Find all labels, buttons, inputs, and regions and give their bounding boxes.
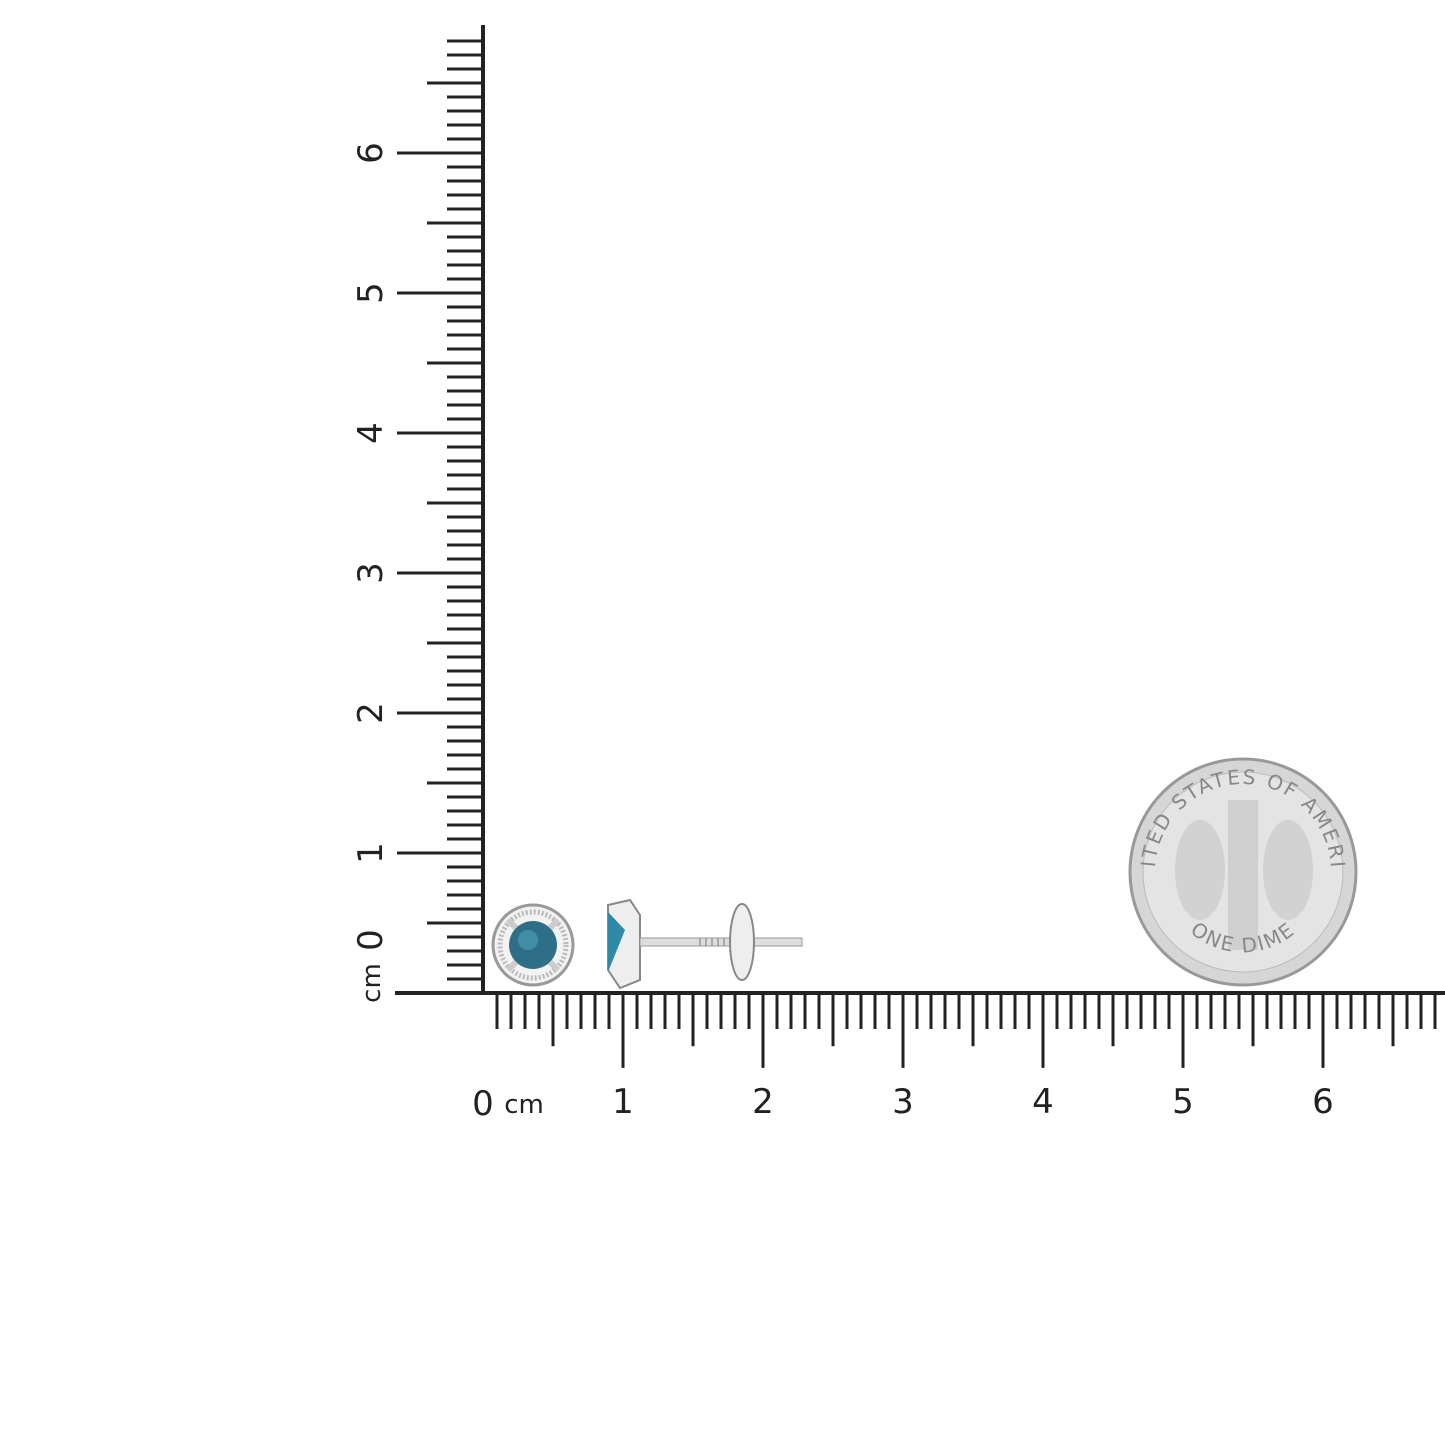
v-label: 5 <box>351 282 391 304</box>
v-label: 3 <box>351 562 391 584</box>
h-label: 5 <box>1172 1082 1194 1122</box>
v-label: 4 <box>351 422 391 444</box>
h-label: 2 <box>752 1082 774 1122</box>
h-label: 4 <box>1032 1082 1054 1122</box>
v-label: 6 <box>351 142 391 164</box>
earring-side <box>607 898 803 990</box>
v-zero-label: 0 <box>351 929 391 951</box>
h-label: 6 <box>1312 1082 1334 1122</box>
h-unit-label: cm <box>504 1090 544 1120</box>
v-label: 2 <box>351 702 391 724</box>
v-label: 1 <box>351 842 391 864</box>
h-zero-label: 0 <box>472 1084 494 1124</box>
h-label: 1 <box>612 1082 634 1122</box>
h-label: 3 <box>892 1082 914 1122</box>
earring-front <box>491 903 575 987</box>
ruler-ticks <box>397 39 1437 1068</box>
v-unit-label: cm <box>357 963 387 1003</box>
ruler-labels: 0 cm 0 cm 1 2 3 4 5 6 1 2 3 4 5 6 <box>351 142 1334 1124</box>
